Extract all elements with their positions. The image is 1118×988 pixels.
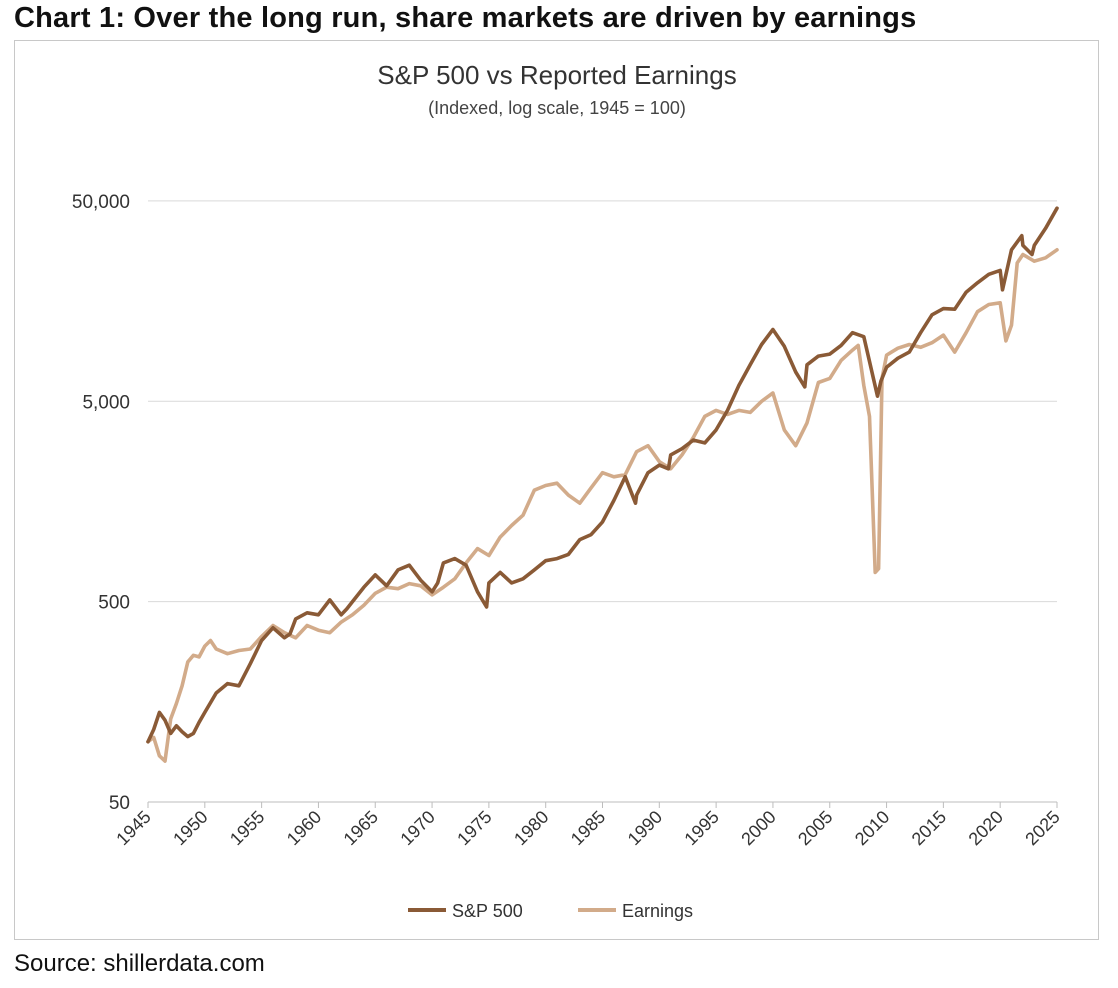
x-tick-label: 1975: [453, 807, 495, 849]
y-tick-label: 50,000: [72, 192, 130, 213]
y-tick-label: 5,000: [82, 392, 130, 413]
x-tick-label: 1950: [169, 807, 211, 849]
x-tick-label: 1995: [680, 807, 722, 849]
x-tick-label: 1970: [396, 807, 438, 849]
y-tick-label: 500: [98, 593, 130, 614]
x-tick-label: 1980: [510, 807, 552, 849]
series-line-earnings: [146, 248, 1059, 763]
legend: S&P 500 Earnings: [408, 901, 693, 921]
gridlines: [148, 200, 1057, 803]
x-tick-label: 2015: [908, 807, 950, 849]
source-note: Source: shillerdata.com: [14, 950, 265, 977]
y-tick-label: 50: [109, 793, 130, 814]
chart-frame: [14, 40, 1099, 940]
chart-title: S&P 500 vs Reported Earnings: [377, 60, 736, 90]
x-tick-label: 1985: [567, 807, 609, 849]
legend-label-earnings: Earnings: [622, 901, 693, 921]
x-tick-label: 1955: [226, 807, 268, 849]
x-tick-label: 1965: [340, 807, 382, 849]
x-tick-label: 2005: [794, 807, 836, 849]
x-tick-label: 1960: [283, 807, 325, 849]
x-tick-label: 2025: [1021, 807, 1063, 849]
x-tick-label: 2000: [737, 807, 779, 849]
chart-subtitle: (Indexed, log scale, 1945 = 100): [428, 98, 686, 118]
page-title: Chart 1: Over the long run, share market…: [14, 2, 917, 34]
series-lines: [146, 206, 1059, 763]
legend-label-sp500: S&P 500: [452, 901, 523, 921]
x-tick-label: 1990: [624, 807, 666, 849]
x-tick-label: 2010: [851, 807, 893, 849]
x-tick-label: 2020: [965, 807, 1007, 849]
series-line-sp500: [146, 206, 1059, 744]
